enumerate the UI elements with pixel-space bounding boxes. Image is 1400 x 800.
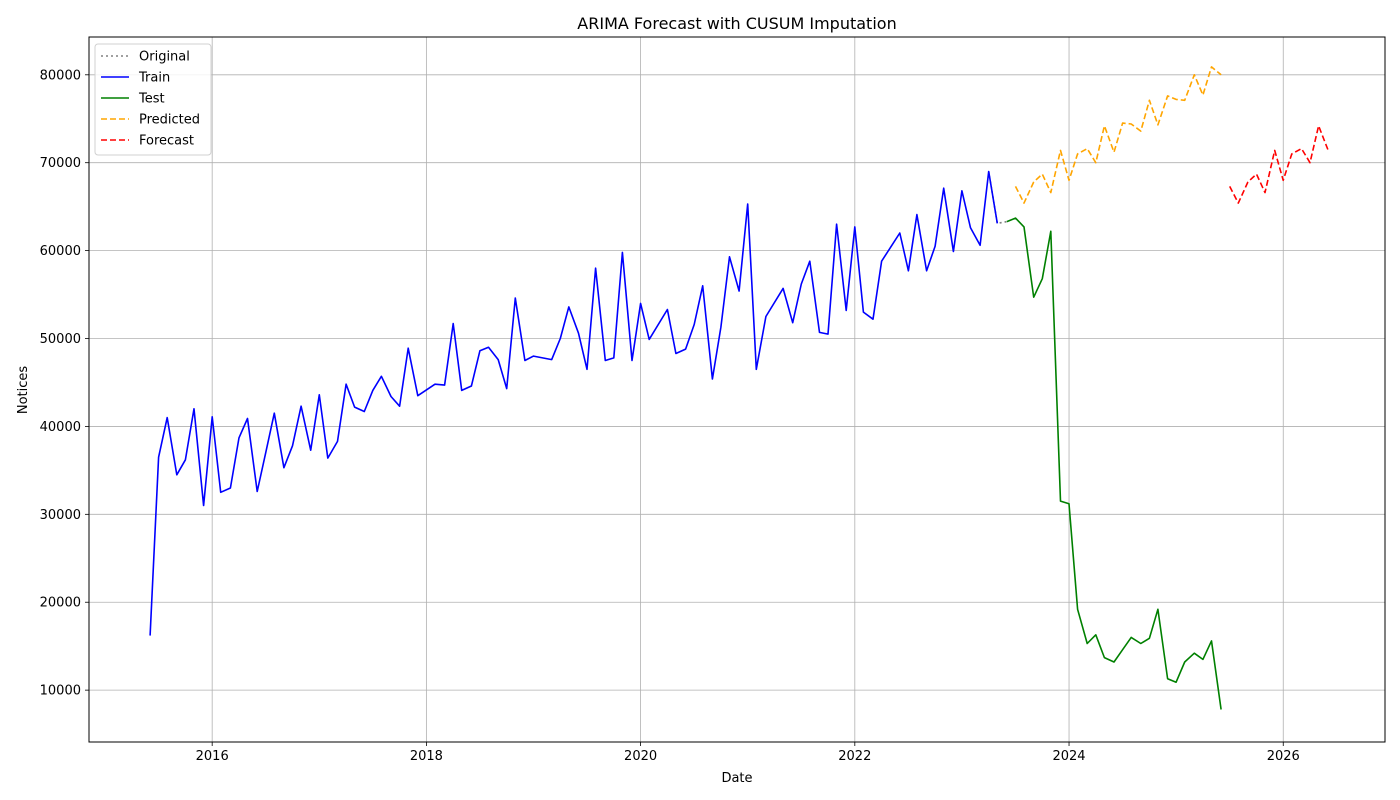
series-line-predicted [1014, 66, 1222, 204]
y-tick-label: 80000 [40, 68, 81, 83]
legend: Original Train Test Predicted Forecast [94, 43, 212, 156]
legend-label-test: Test [138, 92, 165, 107]
grid [89, 37, 1385, 742]
x-tick-label: 2016 [196, 749, 229, 764]
x-tick-label: 2026 [1267, 749, 1300, 764]
y-tick-label: 20000 [40, 596, 81, 611]
y-tick-label: 60000 [40, 244, 81, 259]
x-tick-label: 2022 [838, 749, 871, 764]
x-tick-label: 2024 [1052, 749, 1085, 764]
y-tick-label: 30000 [40, 508, 81, 523]
legend-label-original: Original [139, 50, 190, 65]
axis-ticks: 2016 2018 2020 2022 2024 2026 10000 20000 30000 4… [40, 68, 1300, 764]
series-line-test [1006, 217, 1222, 710]
legend-label-predicted: Predicted [139, 113, 200, 128]
y-tick-label: 70000 [40, 156, 81, 171]
x-tick-label: 2018 [410, 749, 443, 764]
y-tick-label: 10000 [40, 684, 81, 699]
y-tick-label: 40000 [40, 420, 81, 435]
series-layer [149, 66, 1329, 710]
series-line-forecast [1228, 125, 1329, 204]
legend-label-train: Train [138, 71, 170, 86]
y-axis-label: Notices [16, 366, 31, 415]
plot-frame [88, 36, 1386, 743]
chart-title: ARIMA Forecast with CUSUM Imputation [577, 14, 896, 33]
x-tick-label: 2020 [624, 749, 657, 764]
series-line-train [149, 170, 999, 636]
legend-label-forecast: Forecast [139, 134, 194, 149]
y-tick-label: 50000 [40, 332, 81, 347]
x-axis-label: Date [721, 771, 752, 786]
legend-box [94, 43, 212, 156]
